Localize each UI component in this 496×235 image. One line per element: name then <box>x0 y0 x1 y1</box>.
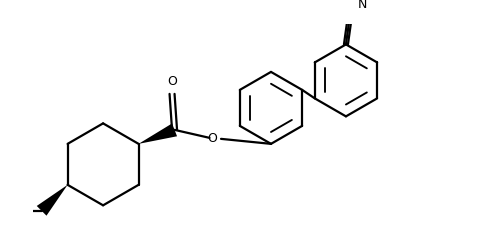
Text: N: N <box>358 0 368 11</box>
Text: O: O <box>207 132 217 145</box>
Polygon shape <box>37 185 67 216</box>
Polygon shape <box>138 123 177 144</box>
Text: O: O <box>167 75 177 88</box>
